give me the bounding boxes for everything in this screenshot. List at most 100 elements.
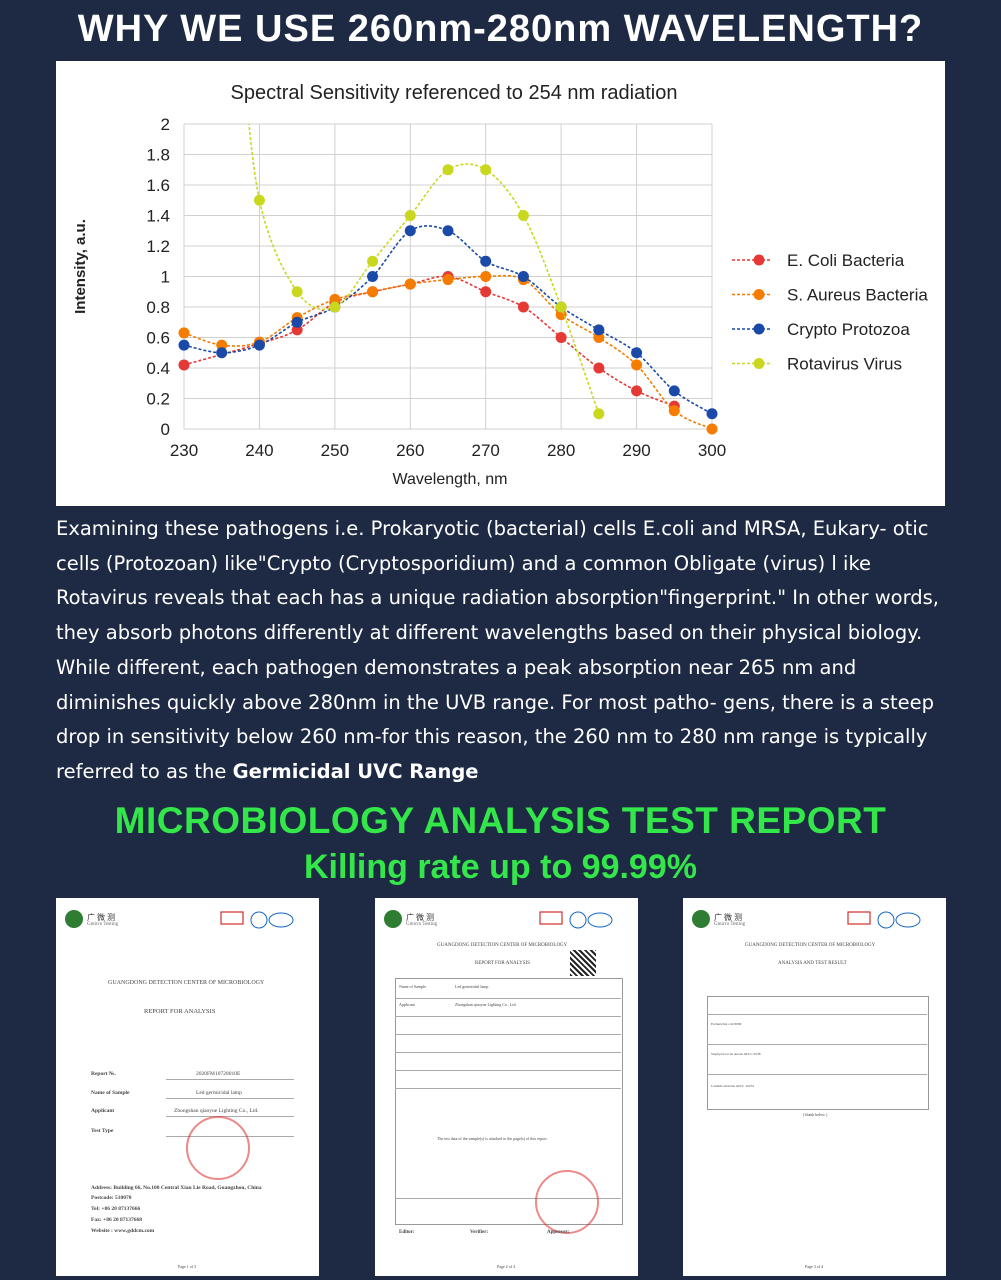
legend-label: E. Coli Bacteria bbox=[787, 251, 905, 270]
y-tick-label: 0.4 bbox=[146, 359, 170, 378]
doc2-row-line bbox=[395, 1034, 621, 1035]
data-point bbox=[404, 210, 416, 221]
doc1-page: Page 1 of 3 bbox=[178, 1264, 197, 1269]
page-title: WHY WE USE 260nm-280nm WAVELENGTH? bbox=[77, 8, 924, 50]
certification-marks-icon bbox=[220, 911, 294, 929]
doc1-underline bbox=[166, 1116, 294, 1117]
data-point bbox=[404, 225, 416, 237]
legend-marker bbox=[753, 254, 765, 266]
x-axis-label: Wavelength, nm bbox=[392, 471, 507, 488]
data-point bbox=[442, 225, 454, 237]
data-point bbox=[555, 309, 567, 321]
data-point bbox=[291, 324, 303, 336]
doc1-address: Address: Building 66, No.100 Central Xia… bbox=[91, 1185, 262, 1191]
doc2-brand-sub: Gmicro Testing bbox=[406, 922, 438, 927]
data-point bbox=[216, 339, 228, 351]
data-point bbox=[291, 316, 303, 328]
data-point bbox=[517, 271, 529, 282]
certification-marks-icon bbox=[539, 911, 613, 929]
data-point bbox=[668, 405, 680, 417]
y-tick-label: 0.8 bbox=[146, 298, 170, 317]
legend-label: Rotavirus Virus bbox=[787, 355, 902, 374]
data-point bbox=[480, 255, 492, 267]
x-tick-label: 260 bbox=[396, 441, 424, 460]
doc2-table bbox=[395, 978, 623, 1225]
description-text: Examining these pathogens i.e. Prokaryot… bbox=[56, 517, 940, 783]
data-point bbox=[291, 286, 303, 298]
description-bold: Germicidal UVC Range bbox=[232, 759, 479, 783]
data-point bbox=[404, 278, 416, 290]
doc1-label-applicant: Applicant bbox=[91, 1108, 115, 1114]
doc1-brand-sub: Gmicro Testing bbox=[87, 922, 119, 927]
doc2-center: GUANGDONG DETECTION CENTER OF MICROBIOLO… bbox=[437, 943, 568, 948]
chart-svg: 0 0.2 0.4 0.6 0.8 1 1.2 1.4 1.6 1.8 2 230 240 250 260 2… bbox=[72, 82, 928, 488]
data-point bbox=[442, 274, 454, 286]
doc3-page: Page 3 of 4 bbox=[805, 1264, 824, 1269]
report-title: MICROBIOLOGY ANALYSIS TEST REPORT bbox=[114, 800, 887, 841]
red-stamp-icon bbox=[186, 1116, 250, 1180]
data-point bbox=[593, 332, 605, 343]
doc2-row-line bbox=[395, 1088, 621, 1089]
data-point bbox=[517, 210, 529, 221]
doc2-label-sample: Name of Sample bbox=[399, 984, 426, 989]
doc2-row-line bbox=[395, 1198, 621, 1199]
data-point bbox=[706, 408, 718, 420]
doc2-brand: 广 微 测 bbox=[406, 913, 434, 922]
data-point bbox=[367, 271, 379, 282]
y-tick-label: 1.6 bbox=[146, 176, 170, 195]
x-tick-label: 300 bbox=[698, 441, 726, 460]
x-tick-label: 240 bbox=[245, 441, 273, 460]
doc3-brand-sub: Gmicro Testing bbox=[714, 922, 746, 927]
legend-marker bbox=[753, 358, 765, 369]
doc1-fax: Fax: +86 20 87137668 bbox=[91, 1217, 142, 1223]
y-tick-label: 2 bbox=[161, 115, 170, 134]
data-point bbox=[631, 347, 643, 359]
data-point bbox=[706, 423, 718, 435]
data-point bbox=[178, 339, 190, 351]
report-subtitle: Killing rate up to 99.99% bbox=[304, 848, 697, 886]
red-stamp-icon bbox=[535, 1170, 599, 1234]
doc1-brand: 广 微 测 bbox=[87, 913, 115, 922]
doc2-label-applicant: Applicant bbox=[399, 1002, 415, 1007]
description-paragraph: Examining these pathogens i.e. Prokaryot… bbox=[56, 512, 948, 790]
x-tick-label: 280 bbox=[547, 441, 575, 460]
doc1-underline bbox=[166, 1079, 294, 1080]
doc2-verifier: Verifier: bbox=[470, 1230, 489, 1235]
doc2-row-line bbox=[395, 1016, 621, 1017]
x-tick-label: 270 bbox=[472, 441, 500, 460]
series-line bbox=[184, 274, 712, 429]
doc2-page: Page 2 of 4 bbox=[497, 1264, 516, 1269]
doc3-row-line bbox=[707, 1074, 927, 1075]
y-tick-label: 1.2 bbox=[146, 237, 170, 256]
report-cover-page: 广 微 测 Gmicro Testing GUANGDONG DETECTION… bbox=[56, 898, 319, 1276]
gmicro-logo-icon bbox=[384, 910, 402, 928]
doc1-label-report: Report №. bbox=[91, 1071, 116, 1077]
data-point bbox=[555, 301, 567, 313]
gmicro-logo-icon bbox=[692, 910, 710, 928]
qr-code-icon bbox=[570, 950, 596, 976]
legend-label: Crypto Protozoa bbox=[787, 320, 910, 339]
spectral-sensitivity-chart: 0 0.2 0.4 0.6 0.8 1 1.2 1.4 1.6 1.8 2 230 240 250 260 2… bbox=[56, 61, 945, 506]
doc1-center: GUANGDONG DETECTION CENTER OF MICROBIOLO… bbox=[108, 980, 265, 986]
legend-marker bbox=[753, 289, 765, 300]
doc3-row-line bbox=[707, 1044, 927, 1045]
doc1-value-applicant: Zhongshan qiaoyue Lighting Co., Ltd. bbox=[174, 1108, 259, 1114]
data-point bbox=[480, 164, 492, 176]
doc2-report-for: REPORT FOR ANALYSIS bbox=[475, 961, 530, 966]
data-point bbox=[555, 332, 567, 343]
doc1-tel: Tel: +86 20 87137666 bbox=[91, 1206, 141, 1212]
doc2-editor: Editor: bbox=[399, 1230, 415, 1235]
y-tick-label: 1.8 bbox=[146, 146, 170, 165]
doc3-analysis-result: ANALYSIS AND TEST RESULT bbox=[778, 961, 847, 966]
data-point bbox=[480, 286, 492, 298]
data-point bbox=[480, 271, 492, 282]
doc3-organism: Candida albicans ATCC 10231 bbox=[711, 1084, 755, 1088]
doc1-label-testtype: Test Type bbox=[91, 1128, 114, 1134]
data-point bbox=[668, 385, 680, 397]
doc1-value-report: 2020FM10728010E bbox=[196, 1071, 241, 1077]
y-tick-label: 0.6 bbox=[146, 329, 170, 348]
doc1-website: Website : www.gddcm.com bbox=[91, 1228, 155, 1234]
doc3-brand: 广 微 测 bbox=[714, 913, 742, 922]
doc2-conclusion: The test data of the sample(s) is attach… bbox=[437, 1136, 548, 1141]
y-tick-label: 1 bbox=[161, 268, 170, 287]
